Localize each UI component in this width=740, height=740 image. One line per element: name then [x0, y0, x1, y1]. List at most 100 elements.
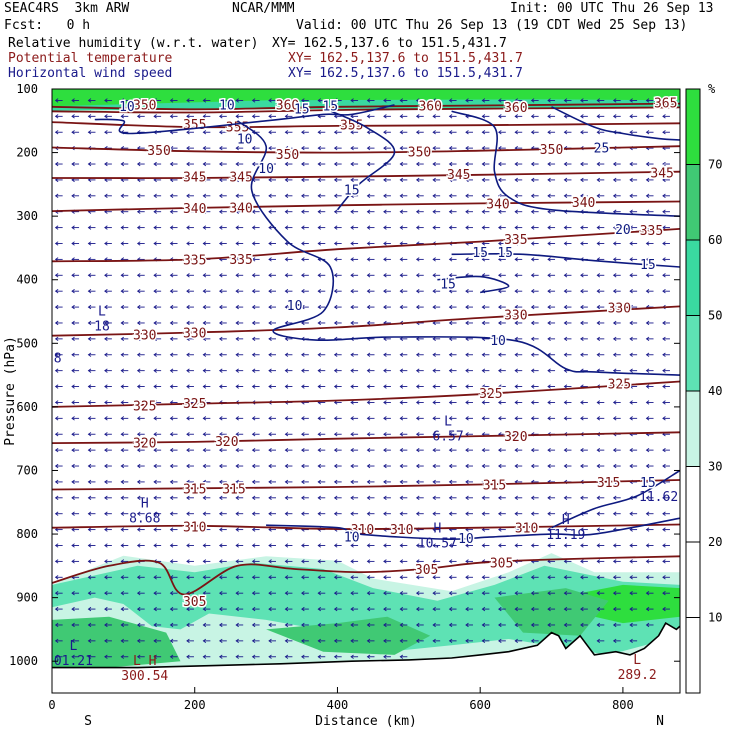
theta-label: 350 — [147, 144, 170, 159]
wind-vector-head — [465, 559, 469, 564]
wind-vector-head — [415, 400, 420, 405]
wind-vector-head — [563, 320, 568, 326]
wind-vector-head — [530, 606, 535, 612]
wind-vector-head — [530, 622, 535, 628]
wind-vector-head — [432, 479, 436, 485]
wind-vector-head — [186, 273, 190, 278]
x-tick-label: 400 — [327, 698, 349, 712]
wind-vector-head — [645, 606, 650, 612]
wind-vector-head — [219, 209, 223, 214]
wind-vector-head — [498, 257, 502, 262]
extremum-value: 6.57 — [432, 430, 463, 445]
wind-speed-contour — [437, 275, 510, 294]
wind-vector-head — [629, 257, 633, 262]
y-tick-label: 100 — [16, 82, 38, 96]
wind-vector-head — [580, 320, 584, 326]
wind-vector-head — [432, 225, 436, 230]
wind-vector-head — [169, 654, 174, 659]
wind-vector-head — [514, 606, 518, 612]
wind-vector-head — [153, 241, 157, 246]
wind-vector-head — [284, 320, 289, 326]
wind-vector-head — [612, 463, 617, 469]
wind-vector-head — [104, 575, 108, 580]
wind-vector-head — [219, 543, 223, 548]
wind-vector-head — [333, 130, 338, 135]
wind-vector-head — [563, 511, 568, 516]
wind-vector-head — [153, 352, 157, 357]
wind-vector-head — [284, 209, 289, 214]
wind-vector-head — [54, 654, 59, 659]
wind-vector-head — [251, 495, 256, 500]
wind-vector-head — [530, 527, 535, 532]
wind-vector-head — [251, 511, 256, 516]
wind-vector-head — [415, 606, 420, 612]
field-name-theta: Potential temperature — [8, 51, 173, 66]
wind-vector-head — [514, 575, 518, 580]
wind-vector-head — [645, 273, 650, 278]
wind-vector-head — [333, 352, 338, 357]
wind-vector-head — [465, 495, 469, 500]
wind-vector-head — [219, 463, 223, 469]
wind-vector-head — [284, 495, 289, 500]
wind-vector-head — [104, 368, 108, 373]
wind-vector-head — [350, 289, 354, 294]
wind-speed-label: 10 — [458, 532, 474, 547]
wind-vector-head — [301, 241, 305, 246]
wind-vector-head — [120, 479, 125, 485]
wind-vector-head — [219, 320, 223, 326]
wind-vector-head — [186, 479, 190, 485]
wind-vector-head — [350, 320, 354, 326]
wind-vector-head — [547, 177, 551, 183]
wind-vector-head — [530, 447, 535, 453]
wind-vector-head — [333, 463, 338, 469]
wind-vector-head — [251, 591, 256, 596]
wind-vector-head — [251, 638, 256, 644]
theta-label: 340 — [229, 201, 252, 216]
wind-vector-head — [136, 320, 141, 326]
wind-vector-head — [186, 320, 190, 326]
wind-vector-head — [415, 114, 420, 119]
wind-vector-head — [481, 447, 486, 453]
wind-vector-head — [514, 241, 518, 246]
wind-vector-head — [399, 638, 404, 644]
wind-vector-head — [54, 320, 59, 326]
theta-label: 350 — [133, 98, 156, 113]
theta-label: 335 — [640, 224, 663, 239]
wind-vector-head — [645, 241, 650, 246]
wind-vector-head — [514, 416, 518, 421]
wind-vector-head — [448, 114, 453, 119]
wind-vector-head — [415, 289, 420, 294]
wind-vector-head — [662, 336, 666, 342]
wind-vector-head — [169, 145, 174, 151]
wind-vector-head — [202, 193, 207, 198]
wind-vector-head — [530, 336, 535, 342]
wind-vector-head — [629, 193, 633, 198]
wind-vector-head — [120, 416, 125, 421]
wind-vector-head — [54, 304, 59, 310]
wind-vector-head — [54, 241, 59, 246]
wind-vector-head — [612, 638, 617, 644]
wind-vector-head — [383, 432, 387, 437]
wind-vector-head — [202, 241, 207, 246]
wind-vector-head — [366, 98, 371, 103]
wind-vector-head — [432, 177, 436, 183]
wind-vector-head — [563, 352, 568, 357]
wind-vector-head — [612, 320, 617, 326]
wind-vector-head — [612, 177, 617, 183]
wind-vector-head — [530, 241, 535, 246]
wind-vector-head — [301, 591, 305, 596]
wind-vector-head — [153, 289, 157, 294]
wind-vector-head — [251, 289, 256, 294]
wind-vector-head — [383, 416, 387, 421]
wind-vector-head — [284, 225, 289, 230]
wind-vector-head — [136, 400, 141, 405]
wind-vector-head — [383, 606, 387, 612]
wind-vector-head — [612, 400, 617, 405]
wind-vector-head — [219, 193, 223, 198]
wind-vector-head — [415, 209, 420, 214]
wind-vector-head — [268, 527, 272, 532]
wind-vector-head — [54, 511, 59, 516]
wind-vector-head — [136, 606, 141, 612]
wind-vector-head — [104, 606, 108, 612]
wind-vector-head — [186, 193, 190, 198]
